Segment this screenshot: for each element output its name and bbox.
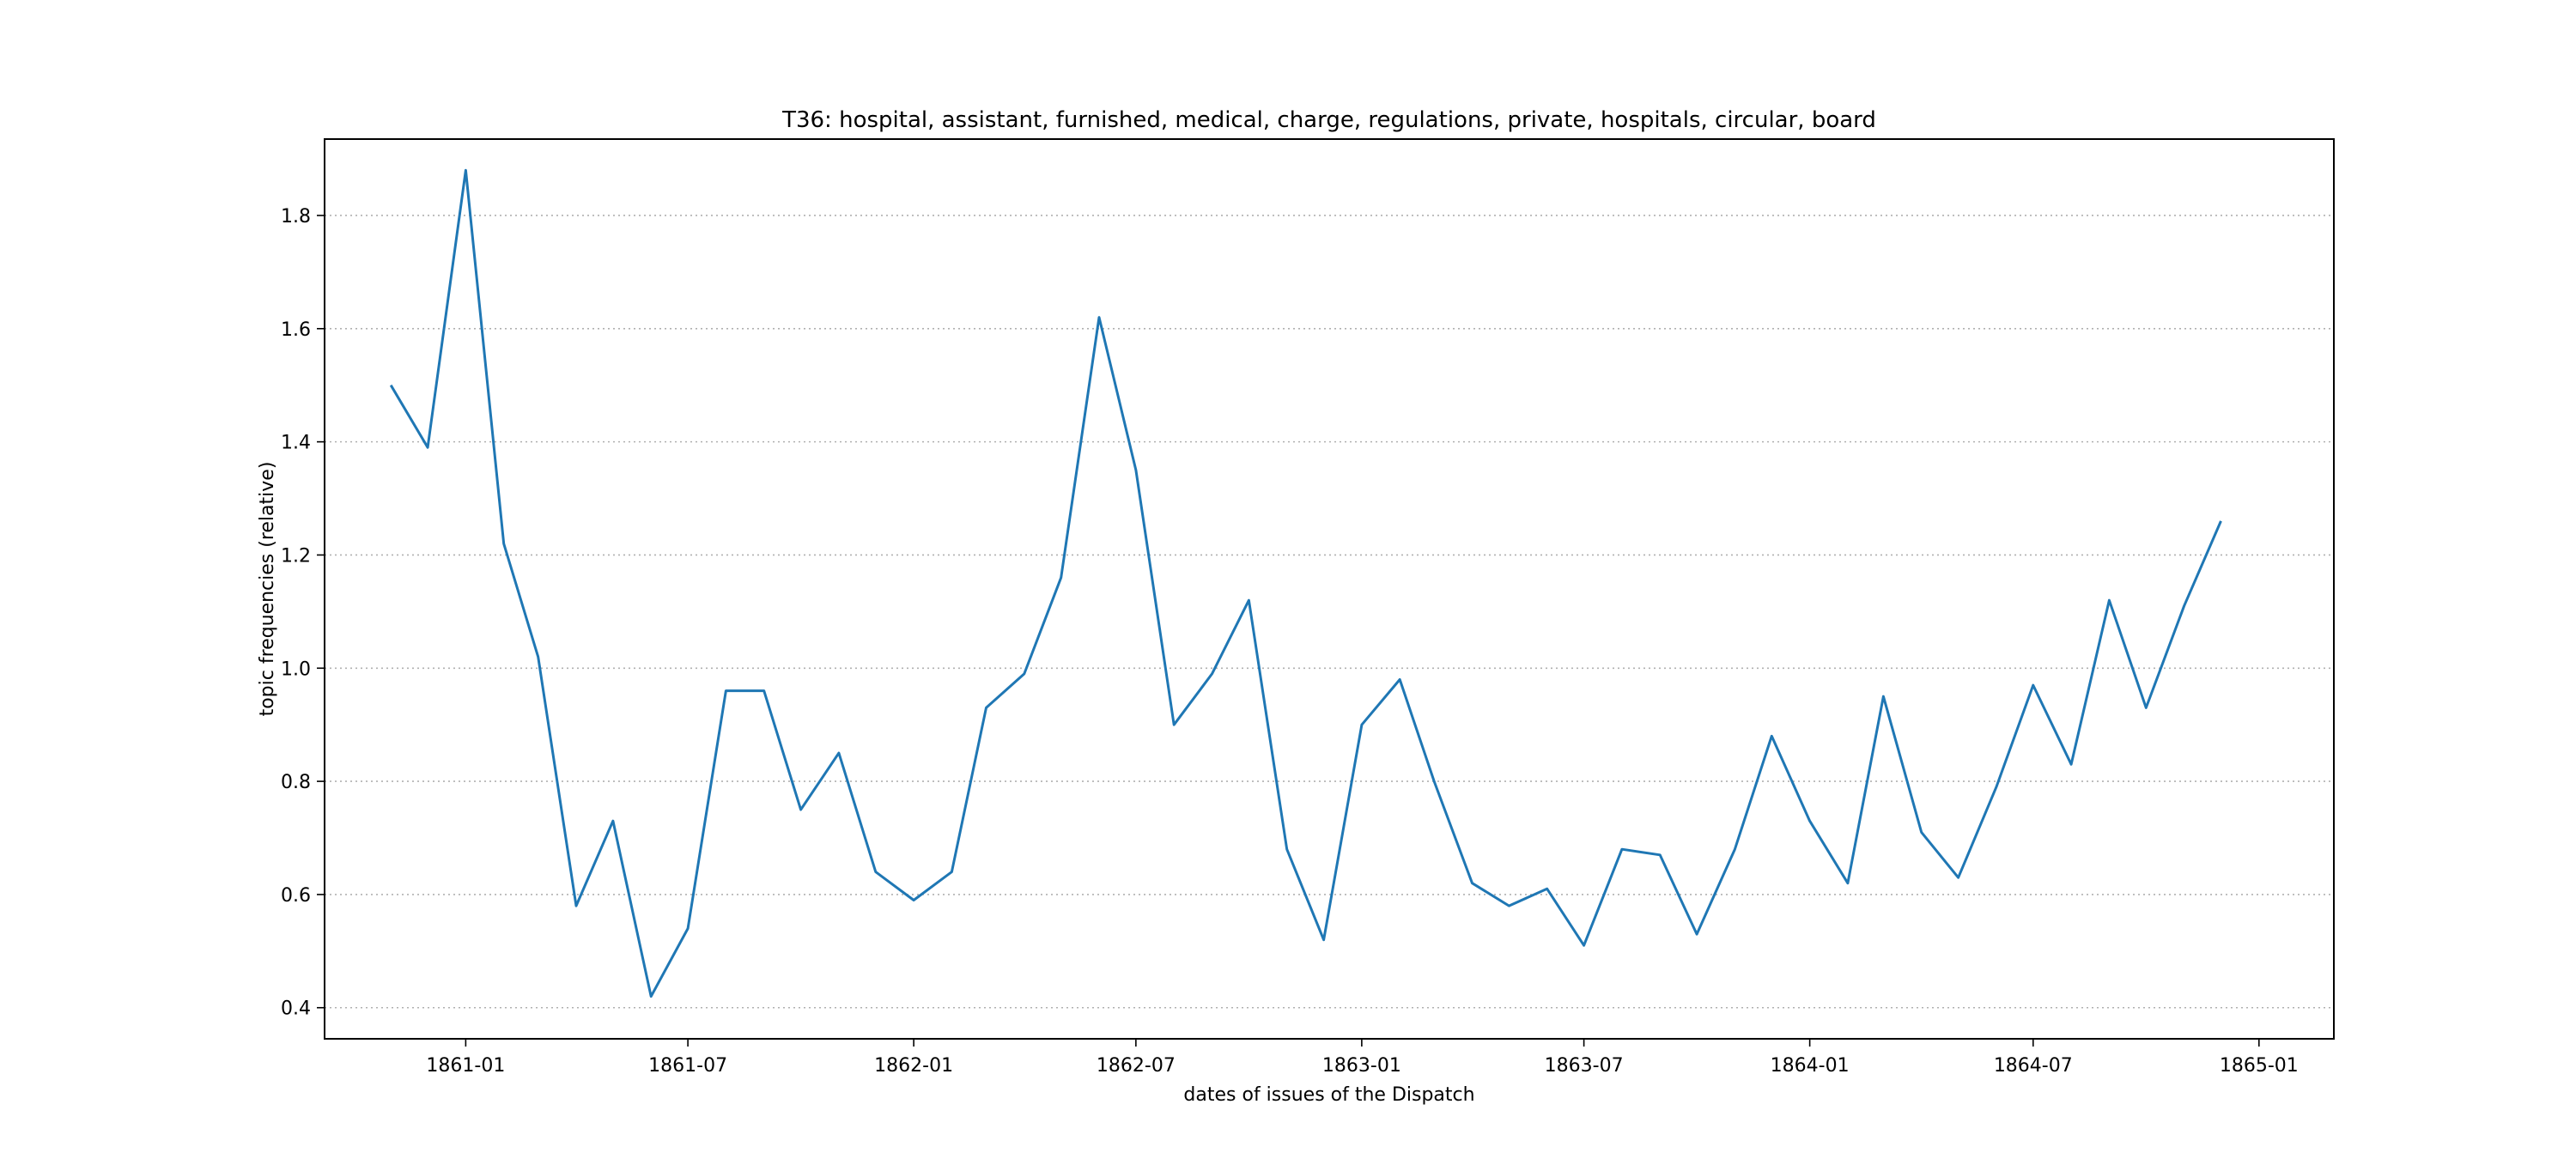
series-layer [389,168,2222,998]
x-tick-label: 1863-01 [1322,1055,1401,1077]
y-gridlines [325,215,2334,1009]
x-tick-label: 1862-01 [874,1055,953,1077]
x-axis-label: dates of issues of the Dispatch [1183,1084,1474,1106]
y-tick-label: 1.2 [281,545,311,567]
y-tick-label: 1.4 [281,433,311,454]
plot-area-frame [324,138,2335,1040]
x-tick-label: 1861-01 [426,1055,505,1077]
chart-title: T36: hospital, assistant, furnished, med… [781,107,1876,133]
x-tick-label: 1861-07 [648,1055,727,1077]
y-tick-label: 0.8 [281,772,311,793]
y-tick-label: 0.6 [281,885,311,907]
x-axis: 1861-01 1861-07 1862-01 1862-07 1863-01 1863-… [426,1039,2299,1077]
y-tick-label: 1.8 [281,206,311,228]
y-axis-label: topic frequencies (relative) [257,462,278,717]
series-line [389,168,2222,998]
x-tick-label: 1865-01 [2220,1055,2299,1077]
x-tick-label: 1864-07 [1994,1055,2073,1077]
x-tick-label: 1863-07 [1545,1055,1624,1077]
y-tick-label: 0.4 [281,998,311,1020]
x-tick-label: 1862-07 [1097,1055,1176,1077]
y-tick-label: 1.6 [281,319,311,341]
y-tick-label: 1.0 [281,658,311,680]
y-axis: 0.4 0.6 0.8 1.0 1.2 1.4 1.6 1.8 [281,206,325,1020]
x-tick-label: 1864-01 [1771,1055,1850,1077]
